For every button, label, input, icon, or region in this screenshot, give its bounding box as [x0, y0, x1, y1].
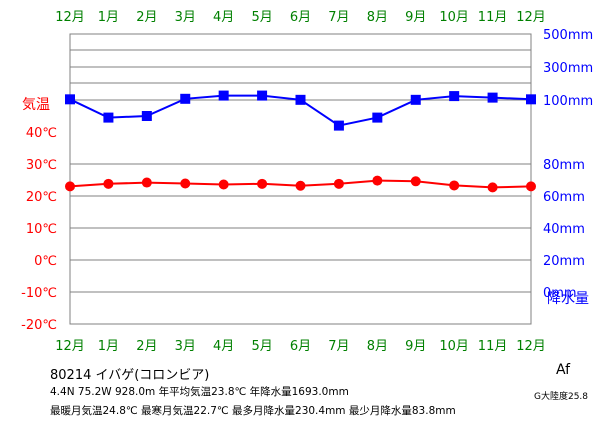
temperature-tick-label: -10℃	[21, 286, 57, 301]
precipitation-point	[180, 93, 191, 104]
temperature-point	[103, 178, 114, 189]
month-label-bottom: 4月	[213, 339, 234, 354]
month-label-top: 7月	[328, 10, 349, 25]
month-label-top: 11月	[478, 10, 508, 25]
precipitation-point	[257, 90, 268, 101]
month-label-bottom: 2月	[136, 339, 157, 354]
precipitation-tick-label: 0mm	[543, 286, 577, 301]
temperature-point	[487, 182, 498, 193]
precipitation-tick-label: 40mm	[543, 222, 585, 237]
month-label-top: 4月	[213, 10, 234, 25]
precipitation-point	[372, 112, 383, 123]
month-label-bottom: 7月	[328, 339, 349, 354]
precipitation-tick-label: 80mm	[543, 158, 585, 173]
month-label-bottom: 8月	[367, 339, 388, 354]
temperature-point	[257, 178, 268, 189]
temperature-tick-label: 10℃	[26, 222, 57, 237]
precipitation-point	[65, 94, 75, 105]
temperature-point	[295, 180, 306, 191]
month-label-top: 3月	[175, 10, 196, 25]
temperature-point	[526, 181, 536, 192]
month-label-top: 12月	[516, 10, 546, 25]
temperature-point	[65, 181, 75, 192]
precipitation-point	[295, 94, 306, 105]
precipitation-axis-title: 降水量	[547, 291, 589, 307]
temperature-point	[372, 175, 383, 186]
precipitation-point	[141, 111, 152, 121]
month-label-bottom: 3月	[175, 339, 196, 354]
month-label-top: 10月	[439, 10, 469, 25]
month-label-bottom: 6月	[290, 339, 311, 354]
month-label-top: 1月	[98, 10, 119, 25]
precipitation-tick-label: 20mm	[543, 254, 585, 269]
month-label-bottom: 11月	[478, 339, 508, 354]
temperature-point	[449, 180, 460, 191]
month-label-top: 6月	[290, 10, 311, 25]
station-summary-line-1: 4.4N 75.2W 928.0m 年平均気温23.8℃ 年降水量1693.0m…	[50, 386, 349, 398]
precipitation-point	[218, 90, 229, 101]
precipitation-point	[449, 91, 460, 102]
month-label-top: 12月	[55, 10, 85, 25]
month-label-top: 5月	[251, 10, 272, 25]
precipitation-point	[103, 112, 114, 123]
month-label-bottom: 9月	[405, 339, 426, 354]
plot-frame	[69, 33, 532, 325]
month-label-top: 2月	[136, 10, 157, 25]
precipitation-tick-label: 100mm	[543, 94, 593, 109]
month-label-bottom: 5月	[251, 339, 272, 354]
station-summary-line-2: 最暖月気温24.8℃ 最寒月気温22.7℃ 最多月降水量230.4mm 最少月降…	[50, 405, 456, 417]
precipitation-tick-label: 60mm	[543, 190, 585, 205]
temperature-point	[333, 178, 344, 189]
precipitation-tick-label: 300mm	[543, 61, 593, 76]
month-label-top: 9月	[405, 10, 426, 25]
continentality-index: G大陸度25.8	[534, 392, 589, 402]
temperature-tick-label: 20℃	[26, 190, 57, 205]
temperature-tick-label: 40℃	[26, 126, 57, 141]
temperature-axis-title: 気温	[22, 97, 50, 113]
month-label-top: 8月	[367, 10, 388, 25]
climate-classification: Af	[556, 362, 571, 378]
precipitation-point	[410, 94, 421, 105]
temperature-tick-label: 30℃	[26, 158, 57, 173]
precipitation-point	[526, 94, 536, 105]
month-label-bottom: 12月	[55, 339, 85, 354]
temperature-tick-label: -20℃	[21, 318, 57, 333]
precipitation-point	[333, 120, 344, 131]
temperature-point	[218, 179, 229, 190]
precipitation-point	[487, 92, 498, 103]
temperature-point	[410, 176, 421, 187]
month-label-bottom: 10月	[439, 339, 469, 354]
precipitation-tick-label: 500mm	[543, 28, 593, 43]
temperature-point	[141, 177, 152, 188]
month-label-bottom: 1月	[98, 339, 119, 354]
temperature-point	[180, 178, 191, 189]
temperature-tick-label: 0℃	[34, 254, 57, 269]
month-label-bottom: 12月	[516, 339, 546, 354]
station-name: 80214 イバゲ(コロンビア)	[50, 368, 210, 383]
